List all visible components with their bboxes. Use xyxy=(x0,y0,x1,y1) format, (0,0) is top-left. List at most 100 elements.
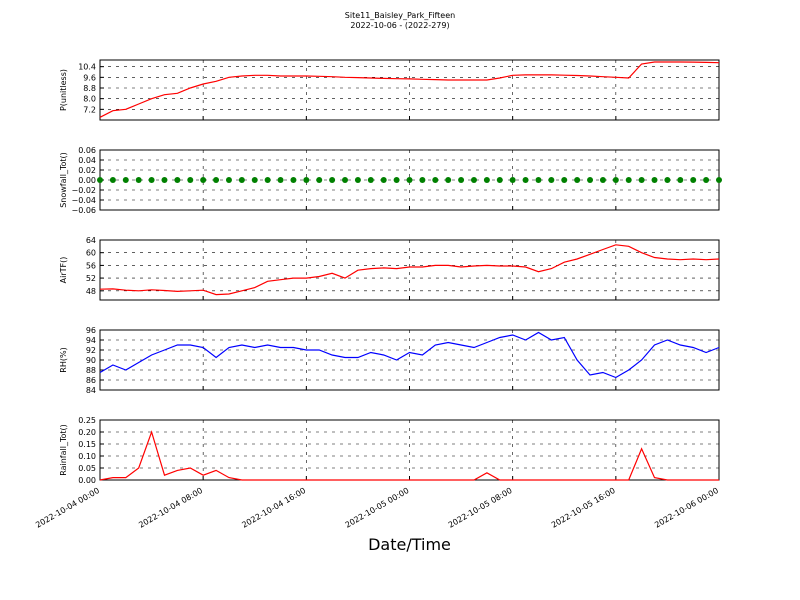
y-axis-label: Rainfall_Tot() xyxy=(59,424,68,476)
data-point xyxy=(277,177,284,183)
data-point xyxy=(238,177,245,183)
y-tick-label: 52 xyxy=(86,274,96,283)
y-tick-label: 8.8 xyxy=(83,84,96,93)
data-point xyxy=(716,177,722,183)
plot-frame xyxy=(99,329,720,391)
x-axis-label: Date/Time xyxy=(368,535,451,554)
data-point xyxy=(470,177,477,183)
plot-frame xyxy=(99,239,720,301)
data-point xyxy=(122,177,129,183)
y-tick-label: 0.15 xyxy=(78,440,96,449)
data-point xyxy=(354,177,361,183)
data-line xyxy=(99,331,720,379)
data-point xyxy=(406,177,413,183)
y-tick-label: 86 xyxy=(86,376,96,385)
y-tick-label: 94 xyxy=(86,336,96,345)
y-tick-label: 0.25 xyxy=(78,416,96,425)
data-point xyxy=(148,177,155,183)
plot-frame xyxy=(99,59,720,121)
y-tick-label: 0.06 xyxy=(78,146,96,155)
y-tick-label: 0.20 xyxy=(78,428,96,437)
data-point xyxy=(522,177,529,183)
y-tick-label: 60 xyxy=(86,249,96,258)
x-tick-label: 2022-10-05 16:00 xyxy=(550,486,617,530)
y-tick-label: 9.6 xyxy=(83,73,96,82)
data-line xyxy=(99,430,719,481)
data-point xyxy=(174,177,181,183)
y-tick-label: 90 xyxy=(86,356,96,365)
data-point xyxy=(187,177,194,183)
y-tick-label: 56 xyxy=(86,261,96,270)
y-tick-label: 92 xyxy=(86,346,96,355)
data-point xyxy=(367,177,374,183)
data-point xyxy=(97,177,103,183)
data-point xyxy=(458,177,465,183)
data-point xyxy=(213,177,220,183)
y-tick-label: 0.04 xyxy=(78,156,96,165)
y-tick-label: −0.04 xyxy=(71,196,96,205)
data-point xyxy=(548,177,555,183)
data-point xyxy=(161,177,168,183)
data-point xyxy=(638,177,645,183)
data-point xyxy=(393,177,400,183)
data-point xyxy=(342,177,349,183)
y-tick-label: 0.05 xyxy=(78,464,96,473)
data-point xyxy=(574,177,581,183)
data-point xyxy=(483,177,490,183)
data-point xyxy=(599,177,606,183)
data-point xyxy=(587,177,594,183)
data-point xyxy=(316,177,323,183)
data-point xyxy=(109,177,116,183)
data-point xyxy=(264,177,271,183)
y-tick-label: 0.02 xyxy=(78,166,96,175)
y-tick-label: 64 xyxy=(86,236,96,245)
data-point xyxy=(329,177,336,183)
data-point xyxy=(290,177,297,183)
figure-title: Site11_Baisley_Park_Fifteen xyxy=(345,11,455,20)
data-point xyxy=(703,177,710,183)
x-tick-label: 2022-10-04 16:00 xyxy=(240,486,307,530)
y-tick-label: 84 xyxy=(86,386,96,395)
y-tick-label: 7.2 xyxy=(83,105,96,114)
data-point xyxy=(625,177,632,183)
y-tick-label: −0.02 xyxy=(71,186,96,195)
data-point xyxy=(651,177,658,183)
y-tick-label: −0.06 xyxy=(71,206,96,215)
data-point xyxy=(561,177,568,183)
y-tick-label: 96 xyxy=(86,326,96,335)
data-point xyxy=(135,177,142,183)
data-point xyxy=(612,177,619,183)
y-tick-label: 0.10 xyxy=(78,452,96,461)
x-tick-label: 2022-10-04 00:00 xyxy=(34,486,101,530)
data-point xyxy=(509,177,516,183)
y-axis-label: RH(%) xyxy=(59,347,68,372)
data-point xyxy=(535,177,542,183)
data-line xyxy=(99,61,720,118)
y-tick-label: 88 xyxy=(86,366,96,375)
y-axis-label: AirTF() xyxy=(59,257,68,284)
data-point xyxy=(225,177,232,183)
x-tick-label: 2022-10-04 08:00 xyxy=(137,486,204,530)
data-point xyxy=(664,177,671,183)
figure-subtitle: 2022-10-06 - (2022-279) xyxy=(350,21,449,30)
data-point xyxy=(380,177,387,183)
y-axis-label: Snowfall_Tot() xyxy=(59,152,68,208)
x-tick-label: 2022-10-05 00:00 xyxy=(344,486,411,530)
data-point xyxy=(303,177,310,183)
y-axis-label: P(unitless) xyxy=(59,69,68,111)
data-line xyxy=(99,244,720,296)
y-tick-label: 10.4 xyxy=(78,63,96,72)
x-tick-label: 2022-10-05 08:00 xyxy=(447,486,514,530)
x-tick-label: 2022-10-06 00:00 xyxy=(653,486,720,530)
data-point xyxy=(496,177,503,183)
y-tick-label: 48 xyxy=(86,287,96,296)
data-point xyxy=(419,177,426,183)
data-point xyxy=(432,177,439,183)
data-point xyxy=(690,177,697,183)
data-point xyxy=(251,177,258,183)
y-tick-label: 8.0 xyxy=(83,95,96,104)
data-point xyxy=(445,177,452,183)
y-tick-label: 0.00 xyxy=(78,176,96,185)
data-point xyxy=(677,177,684,183)
